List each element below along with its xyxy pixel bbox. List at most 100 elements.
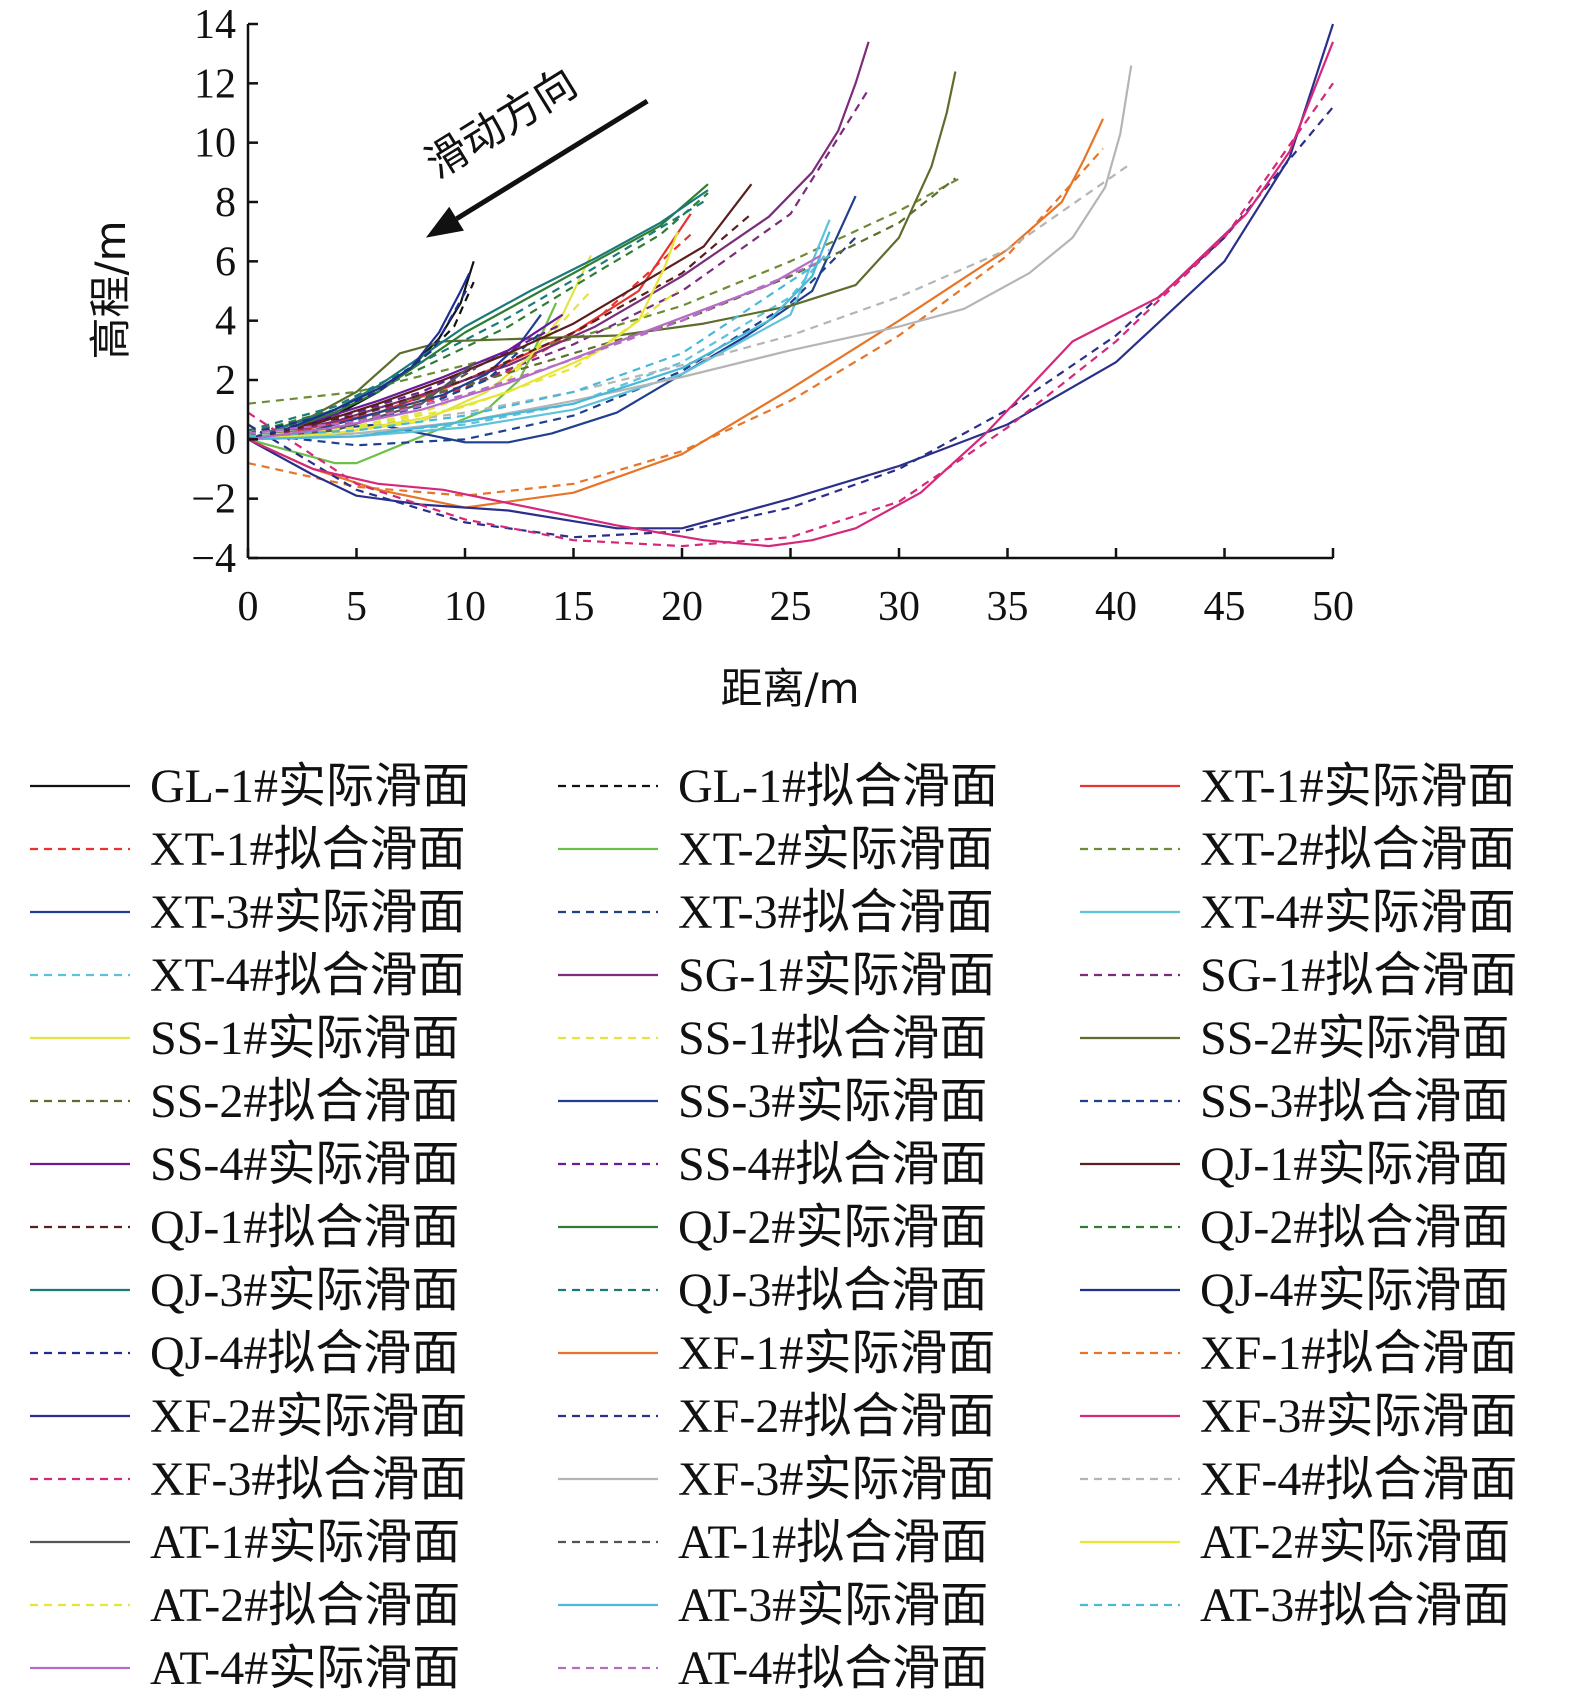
legend-item: AT-2#拟合滑面 xyxy=(30,1579,460,1632)
legend-label: XT-3#实际滑面 xyxy=(150,886,466,939)
sliding-direction-arrowhead xyxy=(425,206,464,238)
legend-item: SS-3#实际滑面 xyxy=(558,1075,987,1128)
legend-label: SG-1#拟合滑面 xyxy=(1200,949,1517,1002)
legend: GL-1#实际滑面 GL-1#拟合滑面 XT-1#实际滑面 XT-1#拟合滑面 XT-2… xyxy=(30,760,1517,1695)
legend-item: QJ-2#拟合滑面 xyxy=(1080,1201,1509,1254)
y-tick-label: 14 xyxy=(194,2,236,48)
legend-label: XF-4#拟合滑面 xyxy=(1200,1453,1517,1506)
legend-label: XF-1#拟合滑面 xyxy=(1200,1327,1517,1380)
legend-label: XT-4#拟合滑面 xyxy=(150,949,466,1002)
legend-label: QJ-2#拟合滑面 xyxy=(1200,1201,1509,1254)
legend-label: XT-2#实际滑面 xyxy=(678,823,994,876)
x-tick-label: 10 xyxy=(444,584,486,630)
legend-item: AT-3#拟合滑面 xyxy=(1080,1579,1510,1632)
axes: −4 −2 0 2 4 6 8 10 12 14 0 5 10 15 20 25 30 35 40 45 50 xyxy=(191,2,1354,630)
legend-item: XF-1#拟合滑面 xyxy=(1080,1327,1517,1380)
legend-label: XF-2#拟合滑面 xyxy=(678,1390,995,1443)
legend-label: XF-3#实际滑面 xyxy=(678,1453,995,1506)
legend-item: XF-3#实际滑面 xyxy=(558,1453,995,1506)
legend-item: AT-2#实际滑面 xyxy=(1080,1516,1510,1569)
legend-label: SS-3#实际滑面 xyxy=(678,1075,987,1128)
series-line-at-3实际滑面-40 xyxy=(247,231,831,441)
legend-label: QJ-4#拟合滑面 xyxy=(150,1327,459,1380)
legend-item: XF-2#拟合滑面 xyxy=(558,1390,995,1443)
legend-label: XF-1#实际滑面 xyxy=(678,1327,995,1380)
legend-item: QJ-1#实际滑面 xyxy=(1080,1138,1509,1191)
legend-label: AT-3#拟合滑面 xyxy=(1200,1579,1510,1632)
legend-item: AT-4#拟合滑面 xyxy=(558,1642,988,1695)
legend-item: XF-3#实际滑面 xyxy=(1080,1390,1517,1443)
series-line-xf-1拟合滑面-29 xyxy=(247,147,1104,497)
legend-item: XF-4#拟合滑面 xyxy=(1080,1453,1517,1506)
legend-item: SS-2#实际滑面 xyxy=(1080,1012,1509,1065)
x-tick-label: 50 xyxy=(1312,584,1354,630)
legend-label: SS-2#实际滑面 xyxy=(1200,1012,1509,1065)
series-line-qj-3拟合滑面-25 xyxy=(247,198,709,432)
legend-item: SG-1#拟合滑面 xyxy=(1080,949,1517,1002)
legend-item: GL-1#拟合滑面 xyxy=(558,760,998,813)
legend-item: XT-4#拟合滑面 xyxy=(30,949,466,1002)
y-tick-label: 0 xyxy=(215,417,236,463)
x-tick-label: 20 xyxy=(661,584,703,630)
sliding-direction-label: 滑动方向 xyxy=(417,58,586,188)
legend-item: AT-4#实际滑面 xyxy=(30,1642,460,1695)
legend-label: SS-3#拟合滑面 xyxy=(1200,1075,1509,1128)
legend-item: SS-3#拟合滑面 xyxy=(1080,1075,1509,1128)
series-line-qj-1实际滑面-20 xyxy=(247,183,753,441)
legend-label: QJ-3#拟合滑面 xyxy=(678,1264,987,1317)
plot-lines xyxy=(247,23,1335,548)
sliding-direction-arrow xyxy=(455,99,649,221)
legend-label: XT-2#拟合滑面 xyxy=(1200,823,1516,876)
legend-label: SS-1#实际滑面 xyxy=(150,1012,459,1065)
x-axis-title: 距离/m xyxy=(720,664,859,713)
x-tick-label: 0 xyxy=(238,584,259,630)
series-line-xt-3拟合滑面-7 xyxy=(247,236,857,447)
legend-item: XT-4#实际滑面 xyxy=(1080,886,1516,939)
y-tick-label: 10 xyxy=(194,121,236,167)
legend-item: XT-1#拟合滑面 xyxy=(30,823,466,876)
series-line-qj-1拟合滑面-21 xyxy=(247,213,753,435)
legend-item: SS-1#实际滑面 xyxy=(30,1012,459,1065)
legend-label: AT-3#实际滑面 xyxy=(678,1579,988,1632)
y-tick-label: −4 xyxy=(191,536,236,582)
y-tick-label: 6 xyxy=(215,239,236,285)
y-tick-label: −2 xyxy=(191,477,236,523)
legend-label: QJ-3#实际滑面 xyxy=(150,1264,459,1317)
x-tick-label: 45 xyxy=(1204,584,1246,630)
y-axis-title: 高程/m xyxy=(86,220,135,359)
legend-item: AT-3#实际滑面 xyxy=(558,1579,988,1632)
series-line-xt-2拟合滑面-5 xyxy=(247,177,961,405)
legend-label: QJ-2#实际滑面 xyxy=(678,1201,987,1254)
legend-label: XT-1#拟合滑面 xyxy=(150,823,466,876)
legend-item: QJ-1#拟合滑面 xyxy=(30,1201,459,1254)
series-line-at-3拟合滑面-41 xyxy=(247,254,831,438)
series-line-sg-1拟合滑面-11 xyxy=(247,88,870,435)
y-ticks: −4 −2 0 2 4 6 8 10 12 14 xyxy=(191,2,258,582)
legend-item: SS-4#实际滑面 xyxy=(30,1138,459,1191)
legend-item: XT-2#实际滑面 xyxy=(558,823,994,876)
legend-label: QJ-4#实际滑面 xyxy=(1200,1264,1509,1317)
legend-label: AT-4#实际滑面 xyxy=(150,1642,460,1695)
legend-item: XF-2#实际滑面 xyxy=(30,1390,467,1443)
legend-label: QJ-1#拟合滑面 xyxy=(150,1201,459,1254)
legend-label: XT-1#实际滑面 xyxy=(1200,760,1516,813)
x-tick-label: 25 xyxy=(770,584,812,630)
series-line-xt-1实际滑面-2 xyxy=(247,213,692,441)
x-tick-label: 35 xyxy=(987,584,1029,630)
legend-label: XT-4#实际滑面 xyxy=(1200,886,1516,939)
legend-label: AT-2#实际滑面 xyxy=(1200,1516,1510,1569)
legend-label: SS-2#拟合滑面 xyxy=(150,1075,459,1128)
legend-item: QJ-3#实际滑面 xyxy=(30,1264,459,1317)
legend-item: XF-1#实际滑面 xyxy=(558,1327,995,1380)
legend-label: AT-4#拟合滑面 xyxy=(678,1642,988,1695)
series-line-xf-2实际滑面-30 xyxy=(247,23,1335,530)
legend-label: SS-4#拟合滑面 xyxy=(678,1138,987,1191)
y-tick-label: 4 xyxy=(215,299,236,345)
legend-label: AT-1#实际滑面 xyxy=(150,1516,460,1569)
legend-label: GL-1#实际滑面 xyxy=(150,760,470,813)
series-line-qj-3实际滑面-24 xyxy=(247,189,709,441)
series-line-xf-2拟合滑面-31 xyxy=(247,106,1334,539)
legend-item: QJ-4#实际滑面 xyxy=(1080,1264,1509,1317)
